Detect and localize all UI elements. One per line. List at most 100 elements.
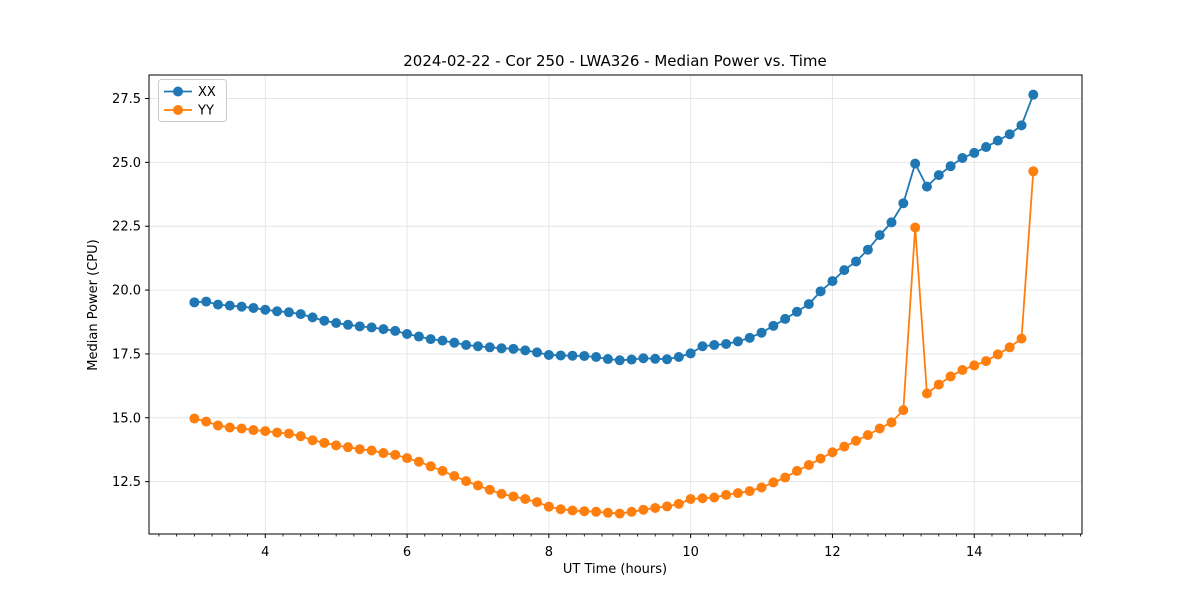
- data-point-marker: [768, 477, 779, 488]
- data-point-marker: [673, 498, 684, 509]
- data-point-marker: [461, 339, 472, 350]
- data-point-marker: [295, 309, 306, 320]
- data-point-marker: [472, 480, 483, 491]
- data-point-marker: [354, 321, 365, 332]
- legend-item-xx: XX: [164, 85, 216, 100]
- data-point-marker: [508, 343, 519, 354]
- data-point-marker: [886, 217, 897, 228]
- data-point-marker: [390, 325, 401, 336]
- data-point-marker: [921, 388, 932, 399]
- data-point-marker: [602, 507, 613, 518]
- data-point-marker: [898, 198, 909, 209]
- data-point-marker: [189, 297, 200, 308]
- data-point-marker: [543, 501, 554, 512]
- x-tick-label: 10: [682, 545, 699, 560]
- data-point-marker: [874, 230, 885, 241]
- tick-labels: 4 6 8 10 12 14 12.5 15.0 17.5 20.0 22.5 25.0 27.5: [112, 92, 982, 560]
- data-point-marker: [413, 456, 424, 467]
- legend-label-yy: YY: [197, 104, 214, 119]
- data-point-marker: [532, 497, 543, 508]
- data-point-marker: [248, 302, 259, 313]
- data-point-marker: [555, 504, 566, 515]
- y-tick-label: 27.5: [112, 92, 141, 107]
- data-point-marker: [437, 465, 448, 476]
- data-point-marker: [862, 244, 873, 255]
- data-point-marker: [697, 341, 708, 352]
- data-point-marker: [791, 306, 802, 317]
- data-point-marker: [732, 488, 743, 499]
- data-point-marker: [839, 441, 850, 452]
- data-point-marker: [662, 354, 673, 365]
- data-point-marker: [307, 312, 318, 323]
- data-point-marker: [744, 332, 755, 343]
- data-point-marker: [910, 158, 921, 169]
- data-point-marker: [472, 341, 483, 352]
- data-point-marker: [496, 343, 507, 354]
- data-point-marker: [354, 444, 365, 455]
- data-point-marker: [579, 506, 590, 517]
- data-point-marker: [626, 506, 637, 517]
- series-yy: [189, 166, 1039, 519]
- data-point-marker: [260, 426, 271, 437]
- data-point-marker: [224, 422, 235, 433]
- data-point-marker: [307, 435, 318, 446]
- data-point-marker: [236, 301, 247, 312]
- data-point-marker: [815, 453, 826, 464]
- data-point-marker: [957, 153, 968, 164]
- data-point-marker: [662, 501, 673, 512]
- data-point-marker: [567, 505, 578, 516]
- data-point-marker: [697, 493, 708, 504]
- y-tick-label: 20.0: [112, 284, 141, 299]
- data-point-marker: [390, 449, 401, 460]
- data-point-marker: [236, 423, 247, 434]
- data-point-marker: [709, 492, 720, 503]
- data-point-marker: [413, 331, 424, 342]
- data-point-marker: [366, 322, 377, 333]
- data-point-marker: [744, 486, 755, 497]
- data-point-marker: [933, 379, 944, 390]
- data-point-marker: [425, 334, 436, 345]
- data-point-marker: [555, 350, 566, 361]
- data-point-marker: [827, 276, 838, 287]
- data-point-marker: [319, 315, 330, 326]
- data-point-marker: [484, 484, 495, 495]
- legend-label-xx: XX: [198, 85, 216, 100]
- data-point-marker: [189, 413, 200, 424]
- data-point-marker: [1028, 166, 1039, 177]
- legend-marker-yy-icon: [173, 105, 183, 115]
- data-point-marker: [921, 181, 932, 192]
- data-point-marker: [839, 265, 850, 276]
- data-point-marker: [567, 350, 578, 361]
- data-point-marker: [768, 320, 779, 331]
- data-point-marker: [803, 460, 814, 471]
- data-point-marker: [224, 300, 235, 311]
- data-point-marker: [992, 135, 1003, 146]
- data-point-marker: [851, 256, 862, 267]
- x-tick-label: 4: [261, 545, 269, 560]
- data-point-marker: [201, 296, 212, 307]
- data-point-marker: [1004, 342, 1015, 353]
- data-point-marker: [851, 435, 862, 446]
- data-point-marker: [331, 440, 342, 451]
- data-point-marker: [945, 161, 956, 172]
- plot-border: [148, 74, 1083, 535]
- data-point-marker: [827, 447, 838, 458]
- data-point-marker: [638, 353, 649, 364]
- data-point-marker: [201, 416, 212, 427]
- series-line-yy: [194, 171, 1035, 515]
- data-point-marker: [295, 431, 306, 442]
- data-point-marker: [992, 349, 1003, 360]
- data-point-marker: [260, 304, 271, 315]
- data-point-marker: [425, 461, 436, 472]
- x-tick-label: 8: [545, 545, 553, 560]
- data-point-marker: [248, 425, 259, 436]
- data-point-marker: [780, 472, 791, 483]
- data-point-marker: [638, 504, 649, 515]
- data-series: [189, 89, 1039, 519]
- data-point-marker: [1028, 89, 1039, 100]
- data-point-marker: [780, 313, 791, 324]
- data-point-marker: [732, 336, 743, 347]
- data-point-marker: [756, 482, 767, 493]
- data-point-marker: [685, 348, 696, 359]
